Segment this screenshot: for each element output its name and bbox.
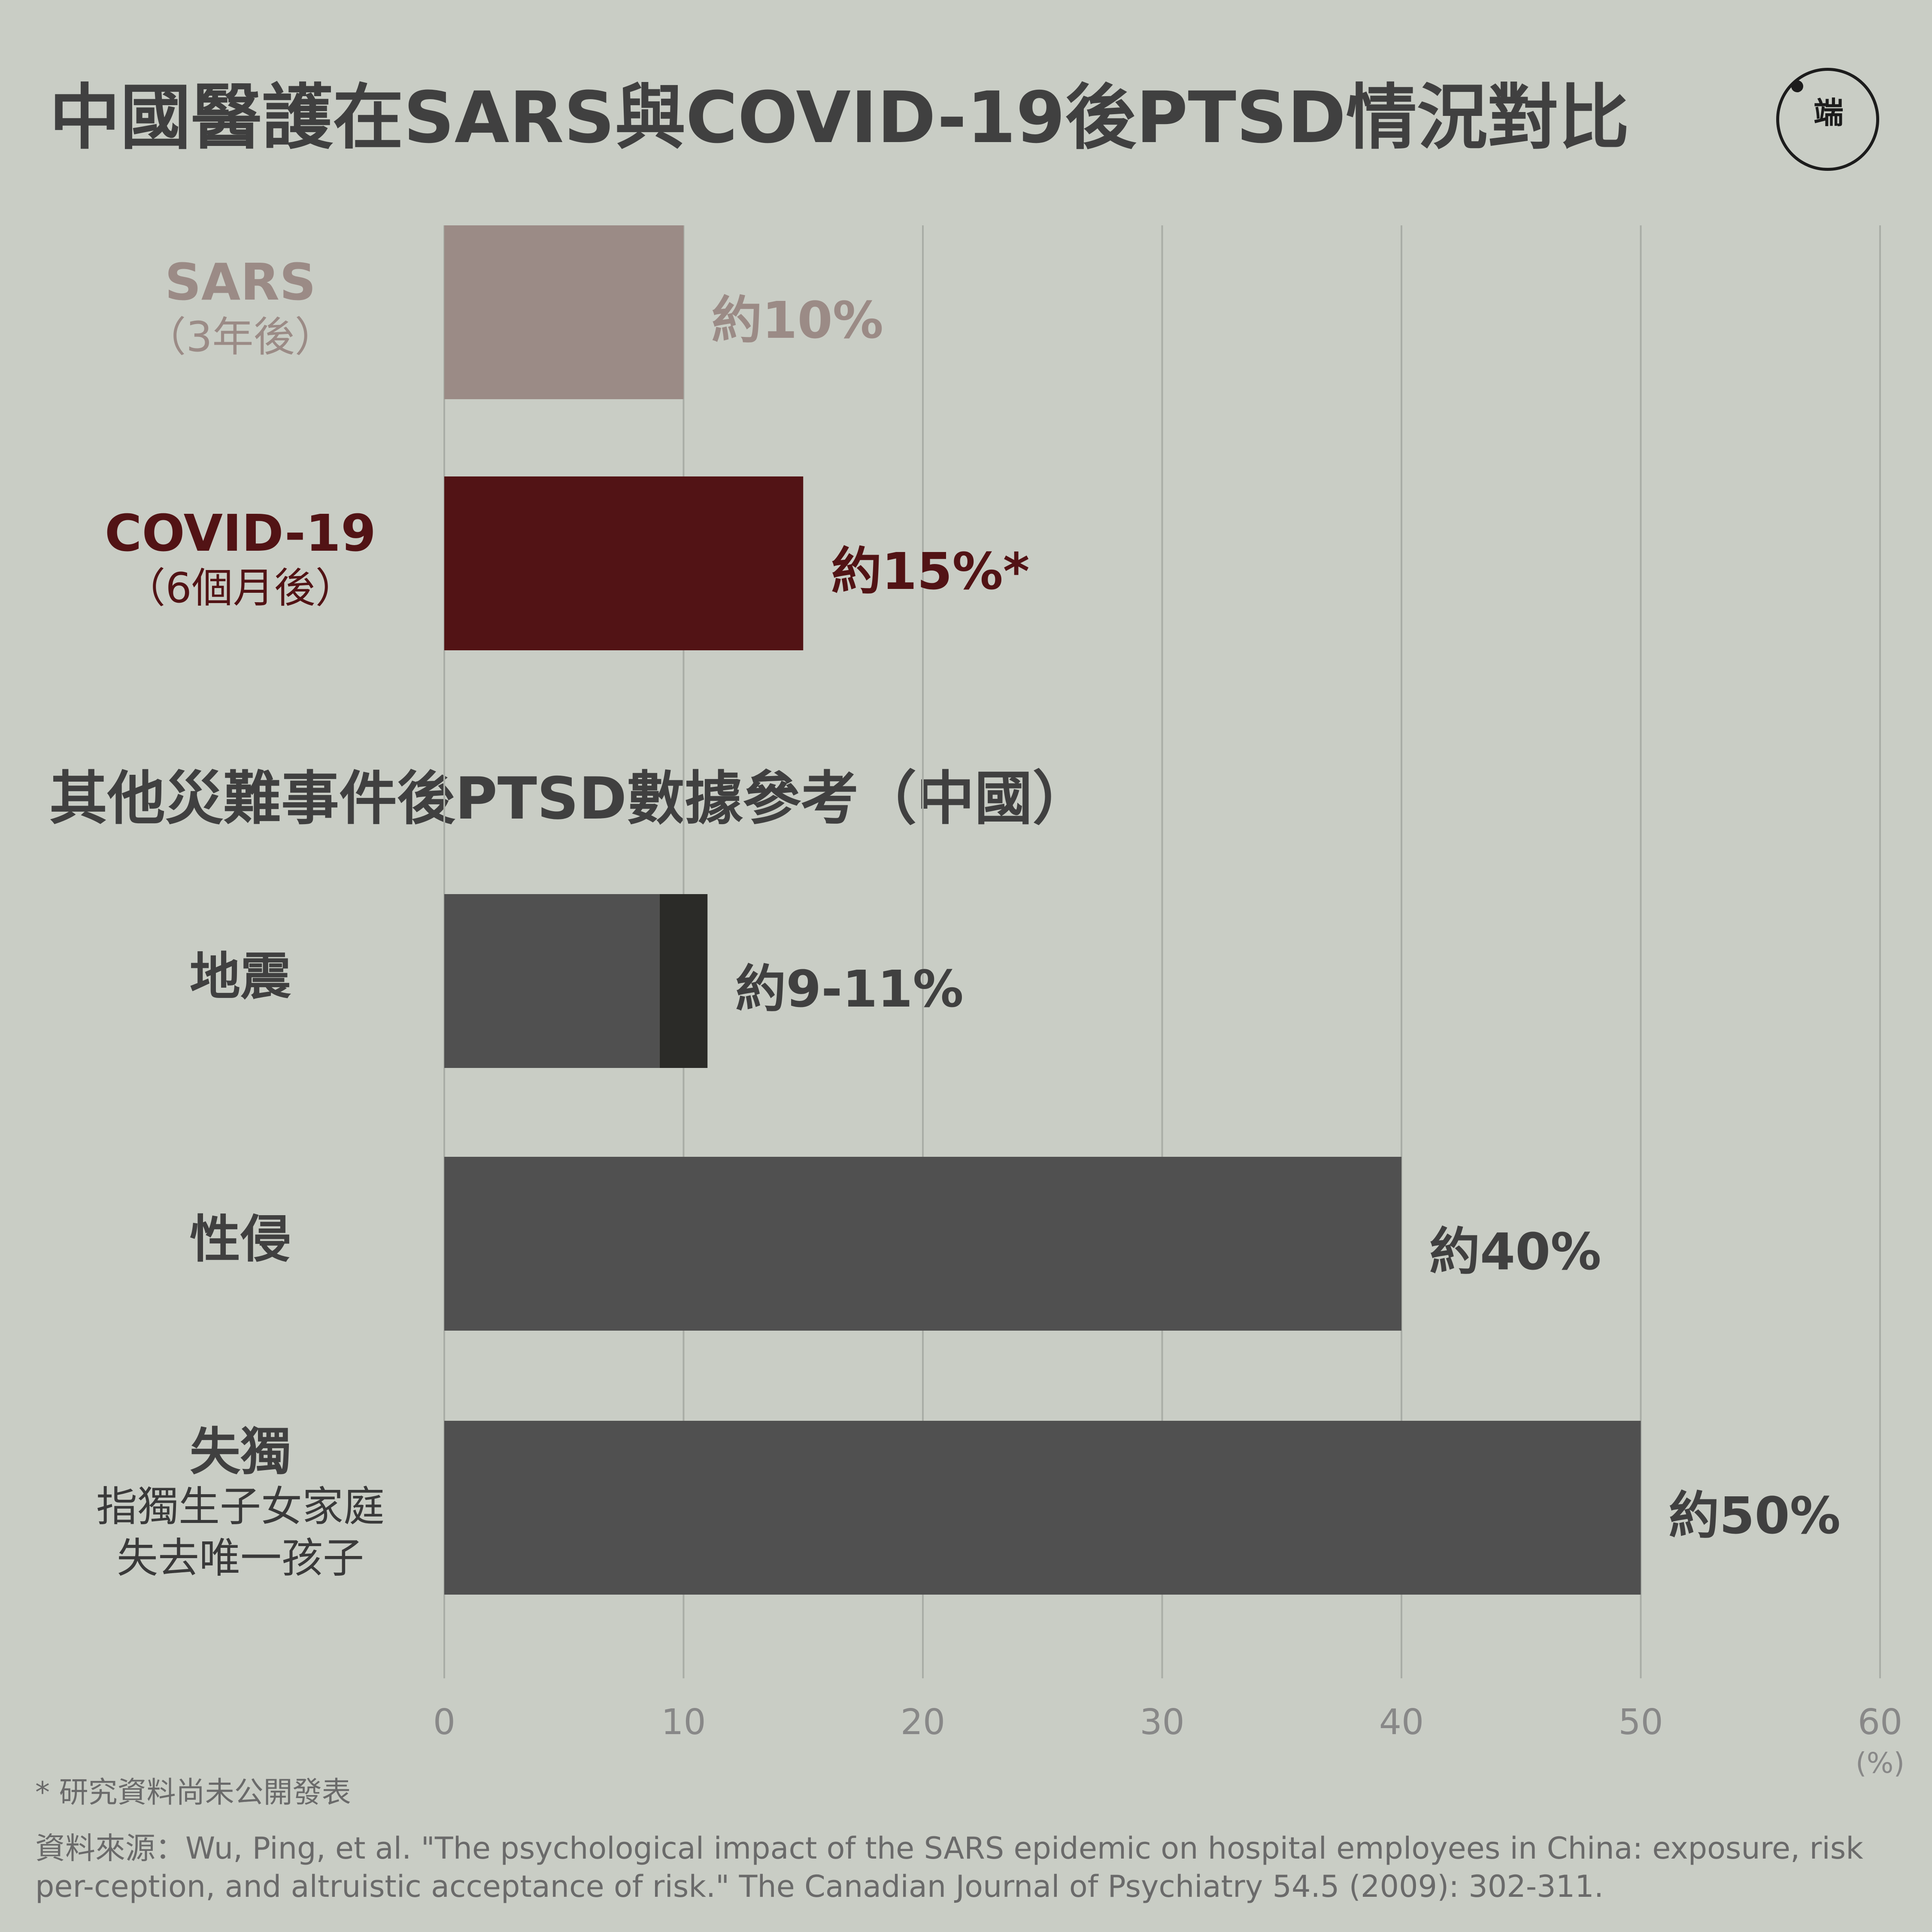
bar [444, 894, 660, 1068]
footnote: * 研究資料尚未公開發表 [35, 1776, 351, 1810]
bar-value-label: 約50% [1668, 1486, 1841, 1545]
x-tick-label: 10 [661, 1702, 706, 1743]
x-tick-label: 20 [901, 1702, 945, 1743]
category-name: 失獨 [189, 1422, 291, 1481]
category-sublabel: （3年後） [145, 313, 336, 361]
bar [444, 1157, 1401, 1331]
bar-range-segment [659, 894, 708, 1068]
bar-value-label: 約9-11% [735, 959, 964, 1019]
bar-value-label: 約40% [1429, 1222, 1601, 1281]
x-axis-unit: (%) [1856, 1747, 1905, 1780]
category-label: 地震 [90, 946, 391, 1006]
section-subtitle: 其他災難事件後PTSD數據參考（中國） [49, 765, 1091, 832]
x-tick-label: 0 [433, 1702, 455, 1743]
x-tick-label: 40 [1379, 1702, 1424, 1743]
category-label: 失獨 指獨生子女家庭 失去唯一孩子 [90, 1422, 391, 1584]
bar-value-label: 約15%* [831, 541, 1030, 601]
chart-title: 中國醫護在SARS與COVID-19後PTSD情況對比 [49, 76, 1629, 159]
x-tick-label: 30 [1140, 1702, 1184, 1743]
bar [444, 225, 684, 399]
x-tick-label: 60 [1858, 1702, 1902, 1743]
category-label: SARS （3年後） [90, 253, 391, 363]
category-name: SARS [164, 252, 316, 312]
bar-value-label: 約10% [711, 290, 883, 350]
category-sublabel: （6個月後） [124, 564, 357, 613]
logo-dot [1791, 80, 1803, 92]
category-sublabel: 指獨生子女家庭 [96, 1483, 385, 1531]
initium-logo-icon: 端 [1776, 68, 1879, 171]
category-name: 性侵 [189, 1209, 291, 1269]
x-tick-label: 50 [1618, 1702, 1663, 1743]
category-label: 性侵 [90, 1210, 391, 1269]
bar [444, 1421, 1641, 1595]
source-citation: 資料來源：Wu, Ping, et al. "The psychological… [35, 1831, 1863, 1904]
bar [444, 476, 804, 650]
category-name: 地震 [189, 946, 291, 1006]
category-sublabel: 失去唯一孩子 [117, 1534, 364, 1583]
category-label: COVID-19 （6個月後） [90, 504, 391, 614]
category-name: COVID-19 [104, 503, 376, 563]
logo-text: 端 [1814, 95, 1844, 130]
